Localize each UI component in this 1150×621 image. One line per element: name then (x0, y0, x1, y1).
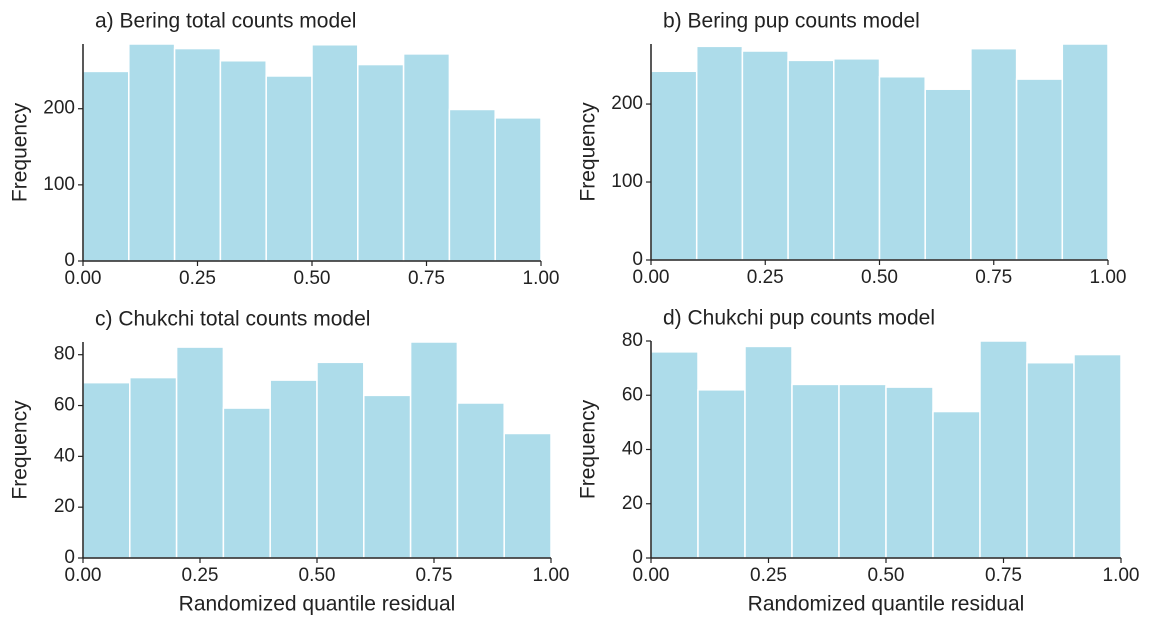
y-tick-label: 0 (64, 547, 75, 568)
bar (885, 386, 934, 559)
bar (1026, 361, 1075, 559)
x-tick-label: 0.00 (633, 267, 670, 288)
bar (456, 402, 505, 559)
y-axis-label: Frequency (9, 400, 32, 500)
chart-title: b) Bering pup counts model (663, 10, 920, 33)
y-tick-label: 40 (622, 439, 643, 460)
y-tick-label: 20 (54, 496, 75, 517)
y-tick-label: 100 (43, 174, 75, 195)
bar (970, 47, 1018, 261)
y-tick-label: 20 (622, 493, 643, 514)
bar (503, 432, 552, 559)
bar (697, 389, 746, 559)
bar (316, 361, 365, 559)
bar (979, 340, 1028, 559)
bar (357, 63, 405, 262)
x-tick-label: 1.00 (1103, 565, 1140, 586)
x-tick-label: 0.25 (182, 565, 219, 586)
y-axis-label: Frequency (9, 102, 32, 202)
x-tick-label: 0.50 (861, 267, 898, 288)
chart-title: d) Chukchi pup counts model (663, 307, 935, 330)
x-tick-label: 0.50 (868, 565, 905, 586)
bar (791, 383, 840, 559)
y-tick-label: 40 (54, 445, 75, 466)
y-tick-label: 60 (54, 395, 75, 416)
bar (787, 59, 835, 261)
x-tick-label: 0.50 (299, 565, 336, 586)
chart-title: c) Chukchi total counts model (95, 308, 370, 331)
bar (448, 108, 496, 262)
y-tick-label: 80 (54, 344, 75, 365)
bar (744, 345, 793, 559)
bar (650, 70, 698, 261)
x-tick-label: 0.75 (985, 565, 1022, 586)
bar (1073, 353, 1122, 559)
x-tick-label: 1.00 (1090, 267, 1127, 288)
x-tick-label: 0.00 (633, 565, 670, 586)
y-axis-label: Frequency (577, 399, 600, 499)
bar (265, 75, 313, 262)
y-tick-label: 0 (64, 250, 75, 271)
bar (1061, 43, 1109, 261)
bar (1015, 78, 1064, 261)
y-tick-label: 80 (622, 330, 643, 351)
y-tick-label: 200 (611, 93, 643, 114)
bar (219, 60, 267, 262)
bar (173, 47, 222, 262)
bar (494, 117, 542, 262)
x-tick-label: 0.25 (750, 565, 787, 586)
x-tick-label: 0.75 (408, 268, 445, 289)
y-axis-label: Frequency (577, 102, 600, 202)
x-tick-label: 0.25 (179, 268, 216, 289)
x-tick-label: 1.00 (523, 268, 560, 289)
bar (695, 45, 744, 261)
bar (363, 394, 412, 559)
y-tick-label: 0 (632, 249, 643, 270)
bar (650, 351, 699, 559)
bar (924, 88, 972, 261)
x-tick-label: 0.75 (975, 267, 1012, 288)
x-tick-label: 0.50 (294, 268, 331, 289)
bar (175, 346, 225, 559)
bar (82, 70, 130, 262)
bar (932, 410, 981, 559)
bar (311, 44, 359, 262)
bar (129, 376, 178, 559)
bar (741, 50, 789, 261)
x-tick-label: 1.00 (533, 565, 570, 586)
x-tick-label: 0.00 (65, 268, 102, 289)
y-tick-label: 100 (611, 171, 643, 192)
bar (222, 407, 271, 559)
bar (402, 53, 451, 262)
bar (82, 381, 131, 559)
x-axis-label: Randomized quantile residual (179, 593, 456, 616)
bar (128, 43, 176, 262)
x-axis-label: Randomized quantile residual (748, 593, 1025, 616)
x-tick-label: 0.75 (416, 565, 453, 586)
x-tick-label: 0.25 (747, 267, 784, 288)
y-tick-label: 0 (632, 547, 643, 568)
y-tick-label: 200 (43, 98, 75, 119)
bar (833, 58, 881, 261)
bar (878, 76, 926, 261)
bar (838, 383, 887, 559)
chart-title: a) Bering total counts model (95, 10, 356, 33)
bar (409, 341, 459, 559)
y-tick-label: 60 (622, 384, 643, 405)
x-tick-label: 0.00 (65, 565, 102, 586)
bar (269, 379, 318, 559)
